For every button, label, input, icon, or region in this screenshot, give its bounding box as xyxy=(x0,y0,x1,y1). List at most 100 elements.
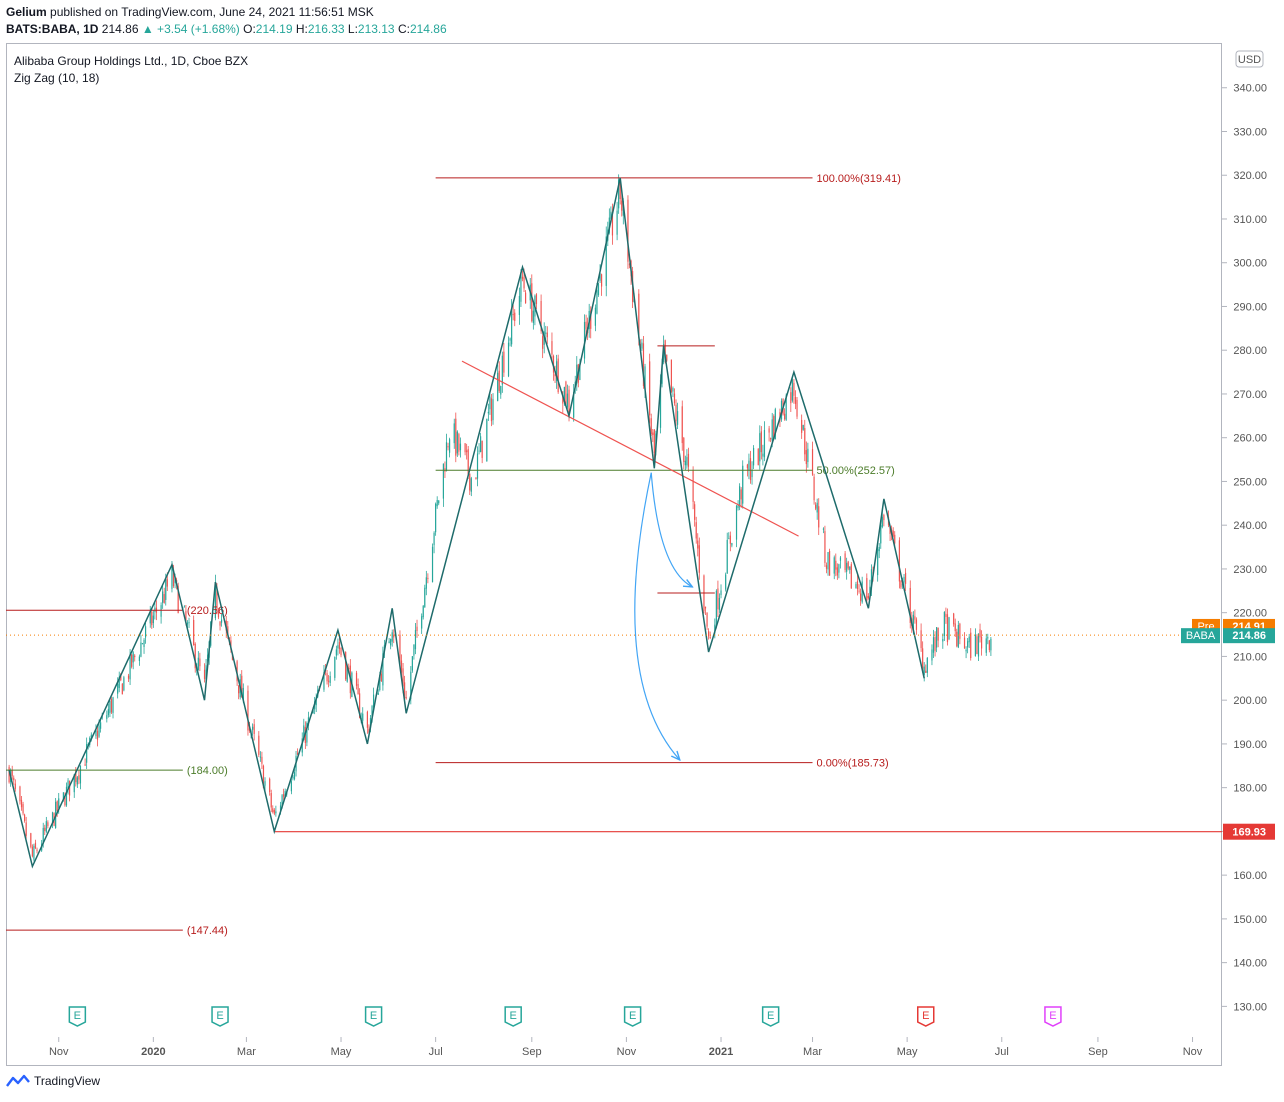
candle-body xyxy=(987,637,989,639)
candle-body xyxy=(413,644,415,656)
candle-body xyxy=(511,308,513,345)
candle-body xyxy=(199,658,201,667)
candle-body xyxy=(774,409,776,440)
candle-body xyxy=(619,181,621,200)
candle-body xyxy=(362,713,364,721)
candle-body xyxy=(883,515,885,521)
earnings-marker-icon xyxy=(917,1006,935,1027)
candle-body xyxy=(545,332,547,334)
candle-body xyxy=(923,666,925,676)
candle-body xyxy=(34,842,37,849)
candle-body xyxy=(849,566,851,570)
candle-body xyxy=(729,535,731,544)
footer[interactable]: TradingView xyxy=(6,1074,100,1088)
candle-body xyxy=(714,624,716,633)
candle-body xyxy=(856,580,859,589)
candle-body xyxy=(889,527,891,534)
candle-body xyxy=(945,613,947,618)
candle-body xyxy=(272,808,274,813)
candle-body xyxy=(979,629,981,638)
candle-body xyxy=(328,680,330,682)
candle-body xyxy=(481,440,483,458)
candle-body xyxy=(811,449,814,475)
candle-body xyxy=(590,310,592,329)
candle-body xyxy=(58,798,60,809)
candle-body xyxy=(728,538,730,540)
candle-body xyxy=(618,179,620,209)
candle-body xyxy=(183,606,185,608)
candle-body xyxy=(20,799,23,808)
candle-body xyxy=(283,794,285,797)
candle-body xyxy=(497,372,499,402)
candle-body xyxy=(90,734,92,738)
candle-body xyxy=(329,675,331,683)
candle-body xyxy=(794,396,797,404)
candle-body xyxy=(974,634,976,657)
candle-body xyxy=(523,277,525,289)
publisher-name[interactable]: Gelium xyxy=(6,5,47,19)
chart-legend: Alibaba Group Holdings Ltd., 1D, Cboe BZ… xyxy=(14,53,248,87)
candle-body xyxy=(390,638,392,646)
candle-body xyxy=(850,564,852,589)
symbol-tag-label: BABA xyxy=(1186,630,1216,642)
indicator-name[interactable]: Zig Zag (10, 18) xyxy=(14,71,100,85)
candle-body xyxy=(556,361,558,382)
candle-body xyxy=(698,545,700,573)
candle-body xyxy=(915,619,918,630)
candle-body xyxy=(252,726,254,730)
candle-body xyxy=(306,722,308,743)
chart-frame[interactable] xyxy=(6,43,1222,1066)
candle-body xyxy=(414,630,417,650)
candle-body xyxy=(546,332,548,338)
candle-body xyxy=(610,211,612,219)
y-tick-label: 220.00 xyxy=(1233,608,1267,620)
candle-body xyxy=(96,730,99,740)
candle-body xyxy=(445,442,448,471)
earnings-label: E xyxy=(767,1010,774,1022)
candle-body xyxy=(627,199,629,262)
x-tick-label: 2021 xyxy=(709,1046,733,1058)
y-tick-label: 130.00 xyxy=(1233,1001,1267,1013)
low-label: L: xyxy=(347,22,358,36)
candle-body xyxy=(379,674,381,691)
candle-body xyxy=(107,709,109,716)
candle-body xyxy=(31,846,33,857)
candle-body xyxy=(524,292,527,304)
earnings-marker-icon xyxy=(504,1006,522,1027)
open-value: 214.19 xyxy=(255,22,293,36)
candle-body xyxy=(399,634,401,664)
candle-body xyxy=(737,504,739,508)
candle-body xyxy=(435,503,437,533)
candle-body xyxy=(726,539,728,574)
candle-body xyxy=(475,477,477,480)
candle-body xyxy=(293,772,296,780)
candle-body xyxy=(785,395,787,420)
candle-body xyxy=(162,591,164,603)
candle-body xyxy=(681,406,683,444)
candle-body xyxy=(980,636,983,649)
candle-body xyxy=(762,453,764,457)
candle-body xyxy=(416,626,418,632)
candle-body xyxy=(903,576,905,583)
candle-body xyxy=(828,550,831,576)
candle-body xyxy=(193,619,195,645)
candle-body xyxy=(720,590,722,595)
candle-body xyxy=(970,632,972,659)
earnings-label: E xyxy=(1049,1010,1056,1022)
candle-body xyxy=(833,557,835,574)
candle-body xyxy=(95,729,97,737)
earnings-label: E xyxy=(74,1010,81,1022)
candle-body xyxy=(780,400,783,420)
candle-body xyxy=(197,657,199,671)
candle-body xyxy=(605,236,607,286)
candle-body xyxy=(942,638,944,642)
level-147-label: (147.44) xyxy=(187,925,228,937)
candle-body xyxy=(542,336,544,349)
candle-body xyxy=(641,342,643,349)
candle-body xyxy=(936,627,938,648)
x-tick-label: May xyxy=(897,1046,918,1058)
candle-body xyxy=(846,562,848,572)
x-tick-label: Nov xyxy=(617,1046,637,1058)
candle-body xyxy=(746,464,748,469)
